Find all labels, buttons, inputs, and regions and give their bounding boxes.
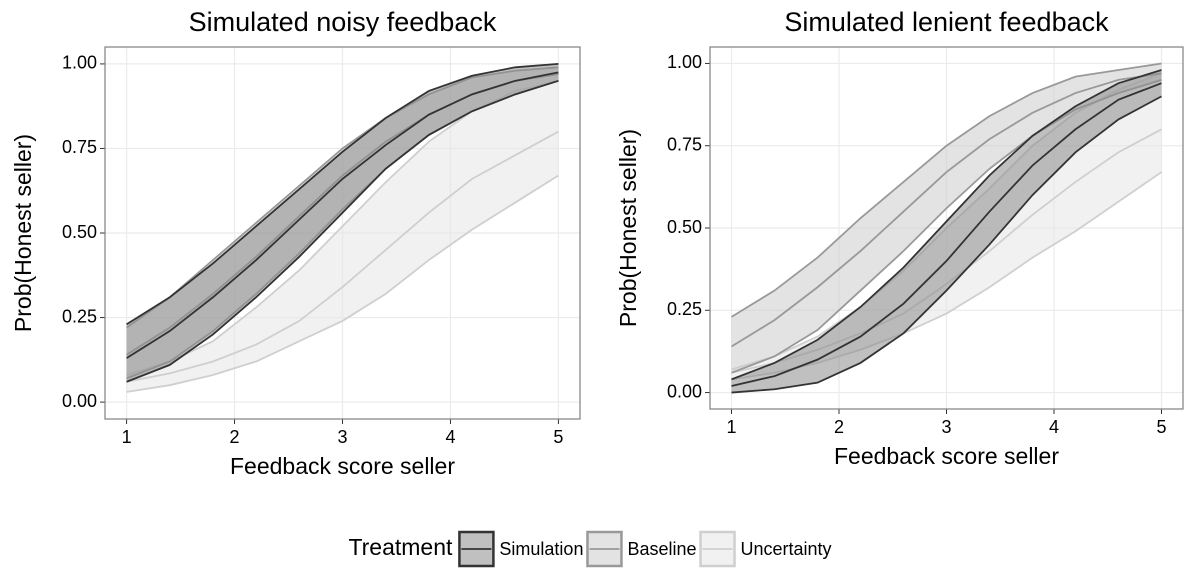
y-tick-label: 0.50: [62, 222, 97, 242]
ribbon-area: [126, 80, 559, 392]
y-axis-label: Prob(Honest seller): [615, 129, 641, 327]
ribbon-lower: [126, 79, 559, 383]
y-tick-label: 0.00: [62, 391, 97, 411]
ribbon-area: [731, 70, 1162, 393]
y-tick-label: 0.00: [667, 381, 702, 401]
legend-label: Uncertainty: [741, 539, 832, 559]
x-tick-label: 3: [941, 417, 951, 437]
chart-title: Simulated noisy feedback: [189, 7, 497, 37]
plot-border: [104, 46, 581, 420]
y-tick-label: 1.00: [667, 52, 702, 72]
chart-title: Simulated lenient feedback: [784, 7, 1109, 37]
y-tick-label: 0.25: [62, 306, 97, 326]
ribbon-area: [126, 63, 559, 382]
ribbon-area: [731, 63, 1162, 373]
plot-border: [709, 46, 1184, 410]
x-tick-label: 4: [445, 427, 455, 447]
x-tick-label: 5: [553, 427, 563, 447]
mean-line: [731, 72, 1162, 348]
y-tick-label: 0.25: [667, 299, 702, 319]
y-tick-label: 1.00: [62, 53, 97, 73]
x-tick-label: 1: [122, 427, 132, 447]
y-tick-label: 0.75: [62, 137, 97, 157]
x-axis-label: Feedback score seller: [230, 453, 455, 479]
x-tick-label: 4: [1049, 417, 1059, 437]
legend-label: Baseline: [627, 539, 696, 559]
x-tick-label: 5: [1156, 417, 1166, 437]
y-tick-label: 0.50: [667, 217, 702, 237]
ribbon-lower: [731, 95, 1162, 394]
ribbon-upper: [731, 62, 1162, 318]
mean-line: [731, 82, 1162, 387]
y-axis-label: Prob(Honest seller): [10, 134, 36, 332]
x-tick-label: 1: [726, 417, 736, 437]
x-tick-label: 2: [834, 417, 844, 437]
ribbon-upper: [731, 69, 1162, 381]
y-tick-label: 0.75: [667, 134, 702, 154]
legend-label: Simulation: [499, 539, 583, 559]
mean-line: [126, 71, 559, 359]
ribbon-upper: [126, 63, 559, 326]
x-axis-label: Feedback score seller: [834, 443, 1059, 469]
x-tick-label: 3: [337, 427, 347, 447]
x-tick-label: 2: [230, 427, 240, 447]
mean-line: [126, 130, 559, 383]
legend-title: Treatment: [348, 534, 453, 560]
ribbon-lower: [126, 174, 559, 393]
